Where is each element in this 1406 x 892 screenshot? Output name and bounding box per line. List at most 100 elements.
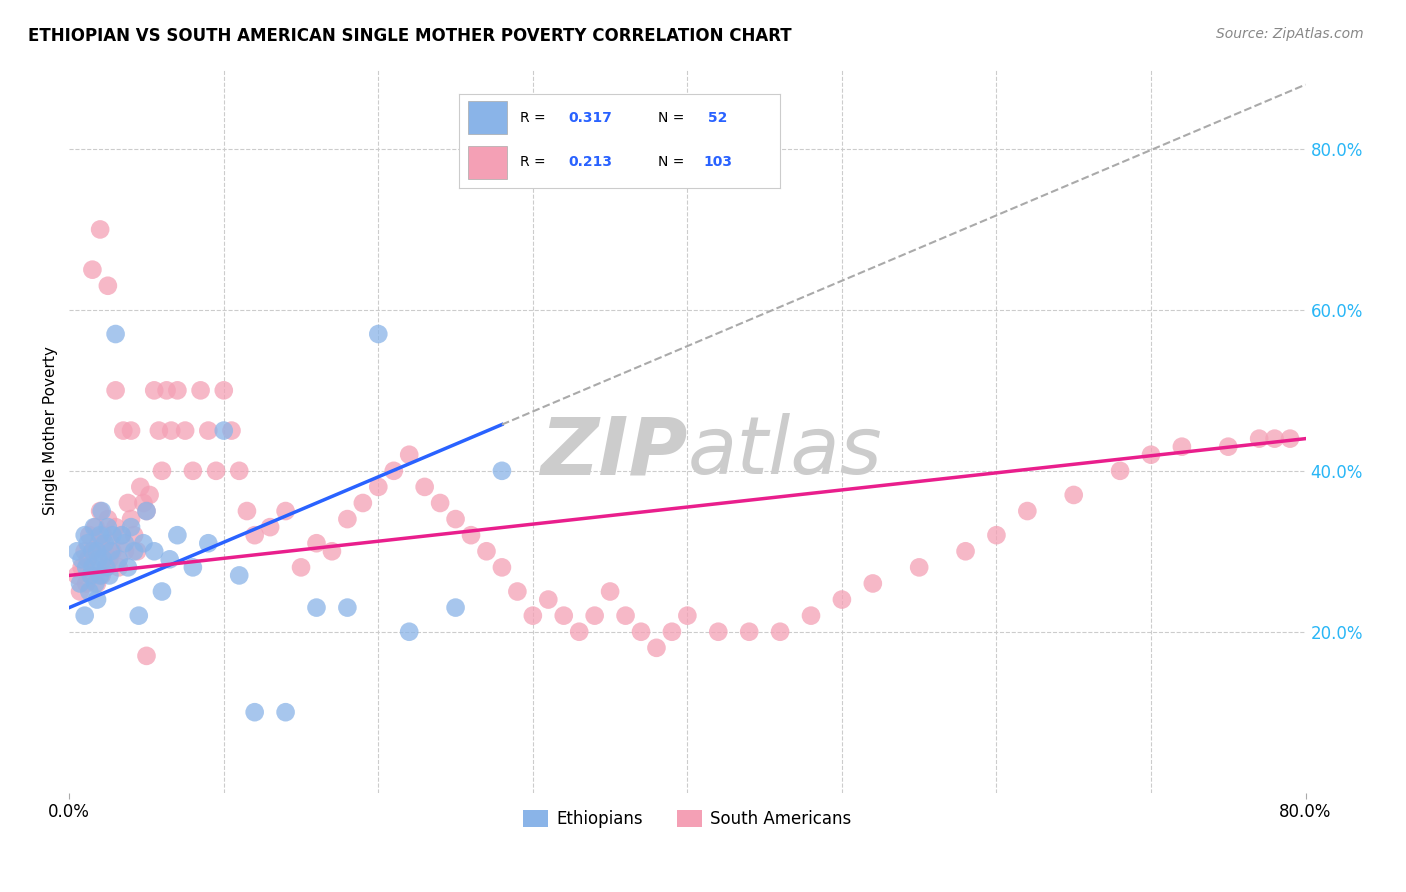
Point	[132, 536, 155, 550]
Point	[367, 326, 389, 341]
Point	[96, 560, 118, 574]
Point	[429, 496, 451, 510]
Point	[70, 552, 93, 566]
Point	[444, 600, 467, 615]
Point	[69, 584, 91, 599]
Text: ETHIOPIAN VS SOUTH AMERICAN SINGLE MOTHER POVERTY CORRELATION CHART: ETHIOPIAN VS SOUTH AMERICAN SINGLE MOTHE…	[28, 27, 792, 45]
Point	[70, 560, 93, 574]
Point	[398, 448, 420, 462]
Point	[75, 576, 97, 591]
Point	[336, 600, 359, 615]
Point	[97, 520, 120, 534]
Point	[413, 480, 436, 494]
Point	[181, 560, 204, 574]
Point	[444, 512, 467, 526]
Point	[862, 576, 884, 591]
Point	[568, 624, 591, 639]
Point	[1140, 448, 1163, 462]
Point	[120, 424, 142, 438]
Point	[274, 705, 297, 719]
Point	[160, 424, 183, 438]
Point	[150, 464, 173, 478]
Point	[120, 512, 142, 526]
Point	[66, 568, 89, 582]
Point	[97, 512, 120, 526]
Point	[955, 544, 977, 558]
Point	[181, 464, 204, 478]
Point	[111, 528, 134, 542]
Point	[305, 536, 328, 550]
Point	[614, 608, 637, 623]
Point	[197, 424, 219, 438]
Point	[986, 528, 1008, 542]
Point	[82, 560, 104, 574]
Point	[80, 568, 103, 582]
Point	[228, 568, 250, 582]
Text: Source: ZipAtlas.com: Source: ZipAtlas.com	[1216, 27, 1364, 41]
Point	[352, 496, 374, 510]
Point	[769, 624, 792, 639]
Point	[94, 544, 117, 558]
Point	[1264, 432, 1286, 446]
Point	[89, 222, 111, 236]
Point	[73, 608, 96, 623]
Point	[107, 560, 129, 574]
Point	[94, 536, 117, 550]
Point	[89, 528, 111, 542]
Point	[114, 536, 136, 550]
Point	[166, 384, 188, 398]
Point	[148, 424, 170, 438]
Point	[135, 504, 157, 518]
Point	[66, 544, 89, 558]
Point	[138, 488, 160, 502]
Point	[101, 528, 124, 542]
Text: atlas: atlas	[688, 413, 882, 491]
Point	[86, 592, 108, 607]
Point	[661, 624, 683, 639]
Point	[76, 552, 98, 566]
Point	[1109, 464, 1132, 478]
Point	[73, 528, 96, 542]
Point	[197, 536, 219, 550]
Point	[98, 568, 121, 582]
Point	[87, 552, 110, 566]
Point	[491, 464, 513, 478]
Point	[90, 568, 112, 582]
Point	[112, 424, 135, 438]
Point	[129, 480, 152, 494]
Point	[84, 576, 107, 591]
Point	[83, 560, 105, 574]
Point	[90, 504, 112, 518]
Point	[86, 576, 108, 591]
Point	[190, 384, 212, 398]
Point	[243, 705, 266, 719]
Point	[599, 584, 621, 599]
Point	[117, 496, 139, 510]
Point	[69, 576, 91, 591]
Point	[676, 608, 699, 623]
Point	[122, 528, 145, 542]
Point	[75, 560, 97, 574]
Text: ZIP: ZIP	[540, 413, 688, 491]
Point	[135, 504, 157, 518]
Point	[101, 544, 124, 558]
Point	[645, 640, 668, 655]
Point	[100, 536, 122, 550]
Point	[583, 608, 606, 623]
Point	[491, 560, 513, 574]
Point	[79, 584, 101, 599]
Point	[104, 520, 127, 534]
Y-axis label: Single Mother Poverty: Single Mother Poverty	[44, 346, 58, 515]
Point	[707, 624, 730, 639]
Point	[738, 624, 761, 639]
Point	[1171, 440, 1194, 454]
Point	[1017, 504, 1039, 518]
Point	[243, 528, 266, 542]
Point	[97, 278, 120, 293]
Point	[91, 552, 114, 566]
Point	[83, 520, 105, 534]
Point	[117, 560, 139, 574]
Point	[120, 520, 142, 534]
Point	[908, 560, 931, 574]
Point	[96, 560, 118, 574]
